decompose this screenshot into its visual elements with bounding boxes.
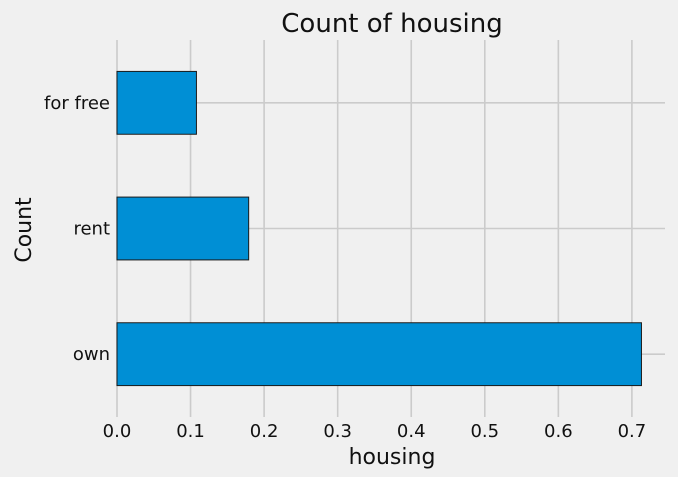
chart-title: Count of housing <box>281 9 502 39</box>
bar-own <box>116 322 642 387</box>
y-tick-label: rent <box>73 219 110 240</box>
x-tick-label: 0.1 <box>176 421 205 442</box>
x-tick-label: 0.2 <box>250 421 279 442</box>
bar-rent <box>116 196 250 261</box>
x-tick-labels: 0.0 0.1 0.2 0.3 0.4 0.5 0.6 0.7 <box>103 421 647 442</box>
bar-for-free <box>116 70 197 135</box>
y-axis-label: Count <box>12 197 37 263</box>
x-tick-label: 0.5 <box>470 421 499 442</box>
x-axis-label: housing <box>349 445 436 470</box>
x-tick-label: 0.6 <box>544 421 573 442</box>
x-tick-label: 0.4 <box>397 421 426 442</box>
x-tick-label: 0.0 <box>103 421 132 442</box>
y-tick-label: for free <box>44 93 110 114</box>
x-tick-label: 0.3 <box>323 421 352 442</box>
bars <box>116 70 642 387</box>
y-tick-label: own <box>73 344 110 365</box>
y-tick-labels: own rent for free <box>44 93 110 365</box>
x-tick-label: 0.7 <box>618 421 647 442</box>
